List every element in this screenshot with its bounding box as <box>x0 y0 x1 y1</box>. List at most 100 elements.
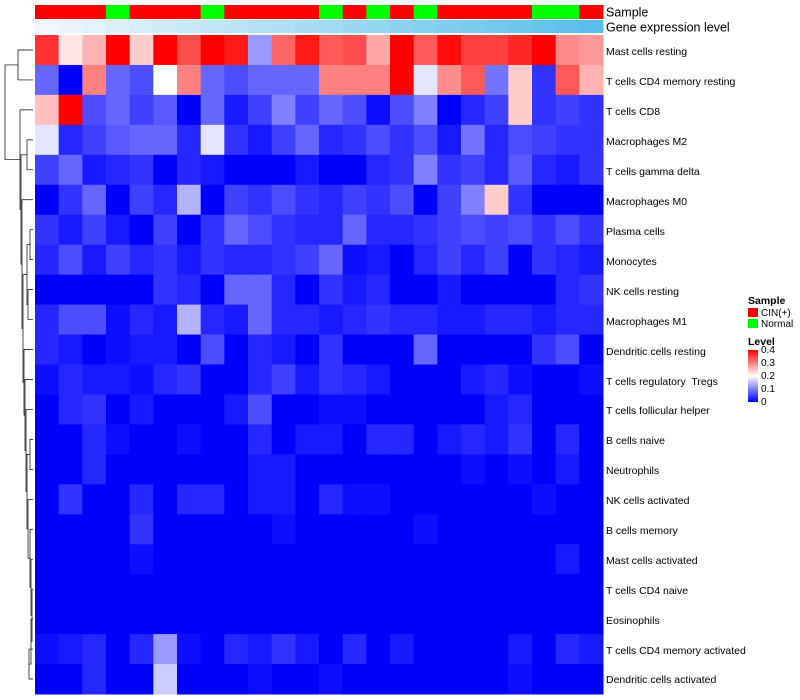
heatmap-cell <box>319 604 344 635</box>
heatmap-cell <box>390 184 415 216</box>
heatmap-cell <box>129 664 154 695</box>
sample-annotation-cell <box>35 5 60 19</box>
heatmap-cell <box>177 304 202 336</box>
heatmap-cell <box>129 604 154 635</box>
heatmap-cell <box>271 424 296 455</box>
heatmap-cell <box>508 634 533 665</box>
heatmap-cell <box>295 334 320 365</box>
heatmap-cell <box>413 484 438 515</box>
heatmap-cell <box>437 484 462 515</box>
heatmap-cell <box>177 424 202 455</box>
heatmap-cell <box>295 214 320 246</box>
heatmap-cell <box>579 394 604 425</box>
heatmap-cell <box>58 35 83 66</box>
heatmap-cell <box>484 574 509 605</box>
heatmap-cell <box>508 604 533 635</box>
heatmap-cell <box>58 634 83 665</box>
heatmap-cell <box>106 424 131 455</box>
heatmap-cell <box>555 334 580 365</box>
sample-annotation-cell <box>295 5 320 19</box>
heatmap-cell <box>35 364 60 395</box>
heatmap-cell <box>319 664 344 695</box>
heatmap-cell <box>461 574 486 605</box>
heatmap-cell <box>508 334 533 365</box>
heatmap-cell <box>82 214 107 246</box>
expression-annotation-cell <box>390 20 415 33</box>
heatmap-cell <box>508 514 533 545</box>
heatmap-cell <box>555 574 580 605</box>
heatmap-cell <box>82 604 107 635</box>
heatmap-cell <box>579 334 604 365</box>
heatmap-cell <box>413 94 438 126</box>
row-dendrogram <box>4 49 33 680</box>
heatmap-cell <box>390 154 415 186</box>
dendrogram-branch <box>26 454 30 530</box>
heatmap-cell <box>484 334 509 365</box>
heatmap-cell <box>295 604 320 635</box>
heatmap-cell <box>200 544 225 575</box>
heatmap-cell <box>413 214 438 246</box>
heatmap-cell <box>319 394 344 425</box>
heatmap-cell <box>248 544 273 575</box>
heatmap-cell <box>295 454 320 485</box>
heatmap-cell <box>129 424 154 455</box>
heatmap-cell <box>555 424 580 455</box>
sample-annotation-cell <box>413 5 438 19</box>
heatmap-cell <box>484 604 509 635</box>
heatmap-cell <box>532 124 557 156</box>
heatmap-cell <box>319 334 344 365</box>
heatmap-cell <box>224 64 249 96</box>
heatmap-cell <box>437 214 462 246</box>
heatmap-cell <box>390 64 415 96</box>
heatmap-cell <box>153 214 178 246</box>
heatmap-cell <box>224 274 249 306</box>
heatmap-cell <box>248 424 273 455</box>
heatmap-cell <box>461 154 486 186</box>
heatmap-cell <box>153 424 178 455</box>
heatmap-cell <box>532 664 557 695</box>
heatmap-cell <box>82 424 107 455</box>
heatmap-cell <box>508 664 533 695</box>
expression-annotation-track <box>35 20 604 33</box>
row-label: Plasma cells <box>606 226 665 238</box>
heatmap-cell <box>484 394 509 425</box>
heatmap-cell <box>342 514 367 545</box>
heatmap-cell <box>342 304 367 336</box>
heatmap-cell <box>129 124 154 156</box>
expression-annotation-cell <box>413 20 438 33</box>
heatmap-cell <box>58 184 83 216</box>
heatmap-cell <box>177 124 202 156</box>
heatmap-cell <box>319 184 344 216</box>
heatmap-cell <box>58 454 83 485</box>
heatmap-cell <box>200 184 225 216</box>
heatmap-cell <box>248 304 273 336</box>
sample-annotation-cell <box>484 5 509 19</box>
heatmap-cell <box>129 514 154 545</box>
heatmap-cell <box>200 364 225 395</box>
sample-annotation-cell <box>319 5 344 19</box>
heatmap-cell <box>153 334 178 365</box>
heatmap-cell <box>555 484 580 515</box>
heatmap-cells <box>35 35 604 695</box>
heatmap-cell <box>200 454 225 485</box>
heatmap-cell <box>579 664 604 695</box>
heatmap-cell <box>200 334 225 365</box>
heatmap-cell <box>224 334 249 365</box>
heatmap-cell <box>366 574 391 605</box>
heatmap-cell <box>248 484 273 515</box>
heatmap-cell <box>437 124 462 156</box>
heatmap-cell <box>248 364 273 395</box>
heatmap-cell <box>177 364 202 395</box>
heatmap-cell <box>271 244 296 276</box>
heatmap-cell <box>35 544 60 575</box>
heatmap-cell <box>271 35 296 66</box>
heatmap-cell <box>58 214 83 246</box>
heatmap-cell <box>177 544 202 575</box>
heatmap-cell <box>106 604 131 635</box>
heatmap-cell <box>129 214 154 246</box>
heatmap-cell <box>35 484 60 515</box>
heatmap-cell <box>295 484 320 515</box>
heatmap-cell <box>319 364 344 395</box>
heatmap-cell <box>177 604 202 635</box>
